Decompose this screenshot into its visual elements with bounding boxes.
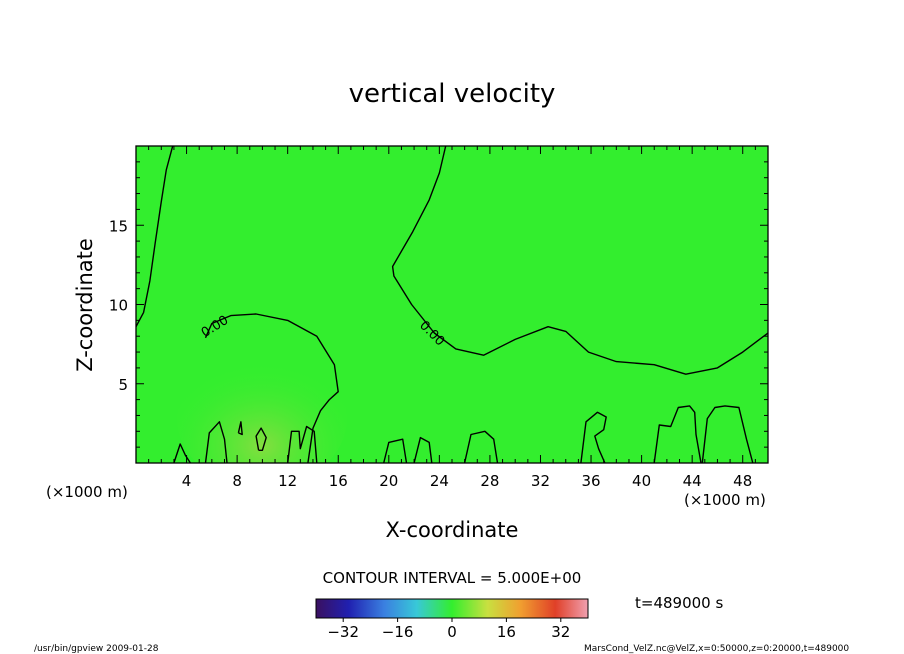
- zero-contour-cell-i: [701, 405, 754, 463]
- zero-contour-plume: [204, 313, 339, 463]
- x-tick-label-8: 8: [232, 472, 242, 490]
- x-tick-label-48: 48: [733, 472, 752, 490]
- colorbar-tick-label: 0: [447, 623, 457, 641]
- x-axis-label: X-coordinate: [386, 518, 519, 542]
- y-axis-label: Z-coordinate: [73, 238, 97, 372]
- y-axis-ticks: 5 10 15: [109, 161, 768, 448]
- plume-shading: [177, 348, 347, 463]
- x-axis-ticks: 4 8 12 16 20 24 28 32 36 40 44 48: [148, 146, 756, 490]
- footer-left: /usr/bin/gpview 2009-01-28: [34, 644, 159, 654]
- inner-contour-2: [255, 427, 267, 451]
- y-tick-label-15: 15: [109, 217, 128, 235]
- x-tick-label-44: 44: [683, 472, 702, 490]
- x-tick-label-20: 20: [379, 472, 398, 490]
- colorbar-tick-label: −16: [382, 623, 414, 641]
- contour-interval-text: CONTOUR INTERVAL = 5.000E+00: [323, 569, 582, 587]
- colorbar-tick-label: 16: [497, 623, 516, 641]
- zero-contour-cell-d: [383, 438, 408, 463]
- footer-right: MarsCond_VelZ.nc@VelZ,x=0:50000,z=0:2000…: [584, 644, 849, 654]
- y-tick-label-5: 5: [118, 376, 128, 394]
- zero-contour-cell-f: [463, 430, 499, 463]
- colorbar-ticks: −32 −16 0 16 32: [327, 618, 570, 641]
- x-tick-label-16: 16: [329, 472, 348, 490]
- zero-contour-cell-e: [413, 436, 433, 463]
- x-tick-label-28: 28: [480, 472, 499, 490]
- time-stamp: t=489000 s: [635, 594, 723, 612]
- zero-contour-cell-g: [580, 411, 607, 463]
- inner-contour-1: [237, 421, 243, 436]
- x-unit-left: (×1000 m): [46, 483, 128, 501]
- x-tick-label-4: 4: [182, 472, 192, 490]
- x-tick-label-36: 36: [581, 472, 600, 490]
- chart-title: vertical velocity: [349, 79, 556, 109]
- x-tick-label-40: 40: [632, 472, 651, 490]
- x-unit-right: (×1000 m): [684, 491, 766, 509]
- zero-contour-cell-h: [653, 405, 702, 463]
- zero-contour-right: [391, 146, 768, 375]
- zero-contour-cell-b: [204, 421, 228, 463]
- contour-lines: [136, 146, 768, 463]
- x-tick-label-12: 12: [278, 472, 297, 490]
- y-tick-label-10: 10: [109, 297, 128, 315]
- x-tick-label-24: 24: [430, 472, 449, 490]
- colorbar: [315, 598, 589, 619]
- x-tick-label-32: 32: [531, 472, 550, 490]
- zero-contour-left: [136, 146, 174, 328]
- colorbar-tick-label: −32: [327, 623, 359, 641]
- zero-contour-cell-c: [287, 425, 318, 463]
- colorbar-tick-label: 32: [551, 623, 570, 641]
- zero-contour-cell-a: [173, 443, 191, 463]
